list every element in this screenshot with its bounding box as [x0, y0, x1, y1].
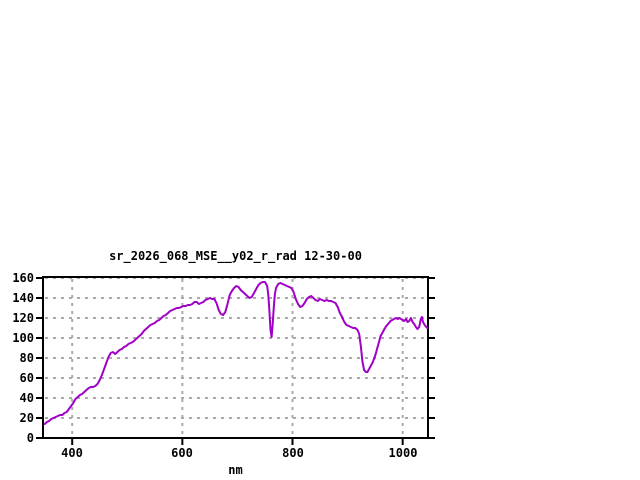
x-tick-label: 600 [171, 446, 193, 460]
y-tick-label: 60 [19, 371, 34, 385]
x-tick-label: 1000 [388, 446, 418, 460]
y-tick-label: 40 [19, 391, 34, 405]
x-tick-label: 400 [61, 446, 83, 460]
x-axis-label: nm [228, 463, 243, 477]
y-tick-label: 20 [19, 411, 34, 425]
y-tick-label: 100 [12, 331, 34, 345]
y-tick-label: 120 [12, 311, 34, 325]
y-tick-label: 160 [12, 271, 34, 285]
curve-series [43, 281, 429, 425]
y-tick-label: 80 [19, 351, 34, 365]
y-tick-label: 140 [12, 291, 34, 305]
y-tick-label: 0 [26, 431, 34, 445]
plot-frame [42, 276, 429, 439]
x-tick-label: 800 [282, 446, 304, 460]
chart-title: sr_2026_068_MSE__y02_r_rad 12-30-00 [109, 249, 362, 263]
